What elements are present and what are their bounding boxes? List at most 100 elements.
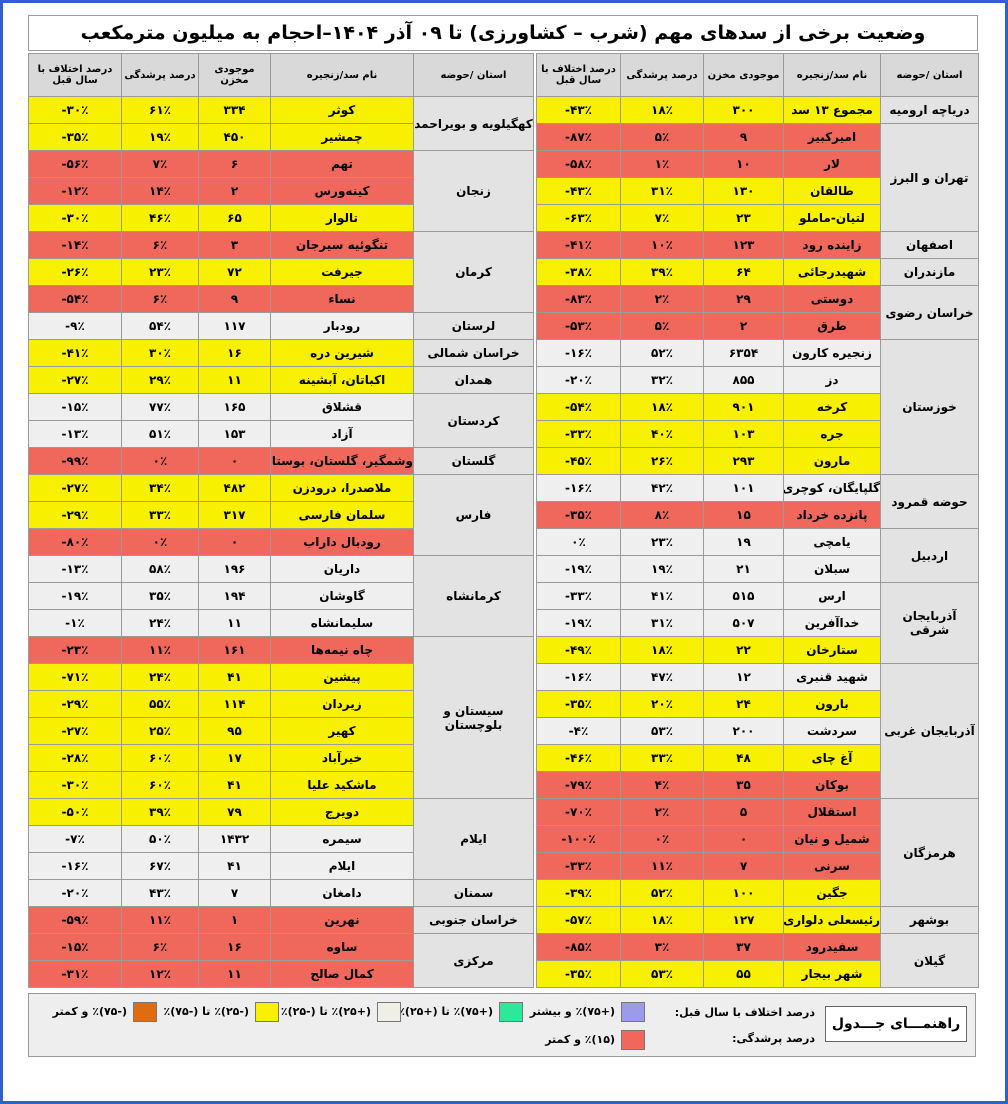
diff-percent: -۱۹٪ — [28, 582, 122, 610]
storage: ۱۰۰ — [703, 879, 784, 907]
legend-swatch — [255, 1002, 279, 1022]
row: کرمانشاه داریان ۱۹۶ ۵۸٪ -۱۳٪ — [28, 555, 534, 637]
storage: ۰ — [198, 528, 271, 556]
dam-name: ارس — [783, 582, 881, 610]
legend-label: (+۷۵)٪ تا (+۲۵)٪ — [398, 1005, 493, 1018]
storage: ۲۱ — [703, 555, 784, 583]
diff-percent: -۱۶٪ — [28, 852, 122, 880]
header-cell: درصد اختلاف با سال قبل — [536, 53, 621, 97]
legend-diff-label: درصد اختلاف با سال قبل: — [674, 1006, 815, 1019]
dam-name: زاینده رود — [783, 231, 881, 259]
header-cell: درصد پرشدگی — [620, 53, 704, 97]
dam-name: گاوشان — [270, 582, 414, 610]
fill-percent: ۳۵٪ — [121, 582, 199, 610]
storage: ۱۴۳۲ — [198, 825, 271, 853]
storage: ۴۸ — [703, 744, 784, 772]
diff-percent: -۱۵٪ — [28, 393, 122, 421]
header-cell: نام سد/زنجیره — [270, 53, 414, 97]
row: سیستان و بلوچستان چاه نیمه‌ها ۱۶۱ ۱۱٪ -۲۳٪ — [28, 636, 534, 799]
storage: ۱۰۱ — [703, 474, 784, 502]
storage: ۷ — [198, 879, 271, 907]
diff-percent: -۴۱٪ — [28, 339, 122, 367]
row: چمشیر ۴۵۰ ۱۹٪ -۳۵٪ — [28, 123, 534, 151]
dam-name: جگین — [783, 879, 881, 907]
diff-percent: -۲۷٪ — [28, 366, 122, 394]
diff-percent: -۳۵٪ — [536, 690, 621, 718]
diff-percent: -۵۹٪ — [28, 906, 122, 934]
legend-item: (+۲۵)٪ تا (-۲۵)٪ — [281, 1002, 401, 1022]
dam-name: زیردان — [270, 690, 414, 718]
diff-percent: -۱۲٪ — [28, 177, 122, 205]
fill-percent: ۳۴٪ — [121, 474, 199, 502]
row: لرستان رودبار ۱۱۷ ۵۴٪ -۹٪ — [28, 312, 534, 340]
dam-name: اکباتان، آبشینه — [270, 366, 414, 394]
title: وضعیت برخی از سدهای مهم (شرب – کشاورزی) … — [28, 15, 978, 51]
storage: ۱۶ — [198, 933, 271, 961]
diff-percent: -۳۰٪ — [28, 204, 122, 232]
dam-name: سرنی — [783, 852, 881, 880]
diff-percent: -۲۰٪ — [28, 879, 122, 907]
storage: ۷ — [703, 852, 784, 880]
dam-name: سفیدرود — [783, 933, 881, 961]
province-cell: لرستان — [413, 312, 534, 340]
diff-percent: -۳۳٪ — [536, 420, 621, 448]
fill-percent: ۶۷٪ — [121, 852, 199, 880]
dam-name: پیشین — [270, 663, 414, 691]
dam-name: سلیمانشاه — [270, 609, 414, 637]
fill-percent: ۱۹٪ — [121, 123, 199, 151]
fill-percent: ۴۳٪ — [121, 879, 199, 907]
diff-percent: -۸۳٪ — [536, 285, 621, 313]
storage: ۳۱۷ — [198, 501, 271, 529]
fill-percent: ۳۰٪ — [121, 339, 199, 367]
dam-name: دویرج — [270, 798, 414, 826]
storage: ۴۱ — [198, 663, 271, 691]
dam-name: قشلاق — [270, 393, 414, 421]
row: زنجان تهم ۶ ۷٪ -۵۶٪ — [28, 150, 534, 232]
dam-name: گلپایگان، کوچری — [783, 474, 881, 502]
row: بوشهر رئیسعلی دلواری ۱۲۷ ۱۸٪ -۵۷٪ — [536, 906, 979, 934]
legend-swatch — [377, 1002, 401, 1022]
diff-percent: -۵۳٪ — [536, 312, 621, 340]
fill-percent: ۴٪ — [620, 771, 704, 799]
diff-percent: -۴٪ — [536, 717, 621, 745]
fill-percent: ۱۸٪ — [620, 96, 704, 124]
fill-percent: ۳٪ — [620, 933, 704, 961]
row: سیمره ۱۴۳۲ ۵۰٪ -۷٪ — [28, 825, 534, 853]
legend-label: (+۲۵)٪ تا (-۲۵)٪ — [280, 1005, 371, 1018]
fill-percent: ۷٪ — [620, 204, 704, 232]
fill-percent: ۶۰٪ — [121, 744, 199, 772]
diff-percent: -۱۶٪ — [536, 339, 621, 367]
storage: ۷۹ — [198, 798, 271, 826]
fill-percent: ۱۲٪ — [121, 960, 199, 988]
storage: ۱۶۵ — [198, 393, 271, 421]
dam-name: دامغان — [270, 879, 414, 907]
province-cell: مرکزی — [413, 933, 534, 988]
diff-percent: -۴۳٪ — [536, 177, 621, 205]
fill-percent: ۱۰٪ — [620, 231, 704, 259]
province-cell: اصفهان — [880, 231, 979, 259]
row: سلیمانشاه ۱۱ ۲۴٪ -۱٪ — [28, 609, 534, 637]
storage: ۱۹۶ — [198, 555, 271, 583]
dam-name: زنجیره کارون — [783, 339, 881, 367]
diff-percent: -۱۹٪ — [536, 555, 621, 583]
storage: ۳۵ — [703, 771, 784, 799]
dam-name: داریان — [270, 555, 414, 583]
province-cell: کرمان — [413, 231, 534, 313]
fill-percent: ۵٪ — [620, 123, 704, 151]
diff-percent: -۸۰٪ — [28, 528, 122, 556]
row: کردستان قشلاق ۱۶۵ ۷۷٪ -۱۵٪ — [28, 393, 534, 448]
fill-percent: ۵۱٪ — [121, 420, 199, 448]
province-cell: خراسان جنوبی — [413, 906, 534, 934]
province-cell: گلستان — [413, 447, 534, 475]
diff-percent: -۳۳٪ — [536, 582, 621, 610]
dam-name: خداآفرین — [783, 609, 881, 637]
dam-name: آزاد — [270, 420, 414, 448]
fill-percent: ۴۱٪ — [620, 582, 704, 610]
diff-percent: -۷۱٪ — [28, 663, 122, 691]
storage: ۵ — [703, 798, 784, 826]
row: ایلام دویرج ۷۹ ۳۹٪ -۵۰٪ — [28, 798, 534, 880]
diff-percent: -۳۵٪ — [536, 501, 621, 529]
row: گیلان سفیدرود ۳۷ ۳٪ -۸۵٪ — [536, 933, 979, 988]
diff-percent: -۵۶٪ — [28, 150, 122, 178]
row: اردبیل یامچی ۱۹ ۲۳٪ ۰٪ — [536, 528, 979, 583]
